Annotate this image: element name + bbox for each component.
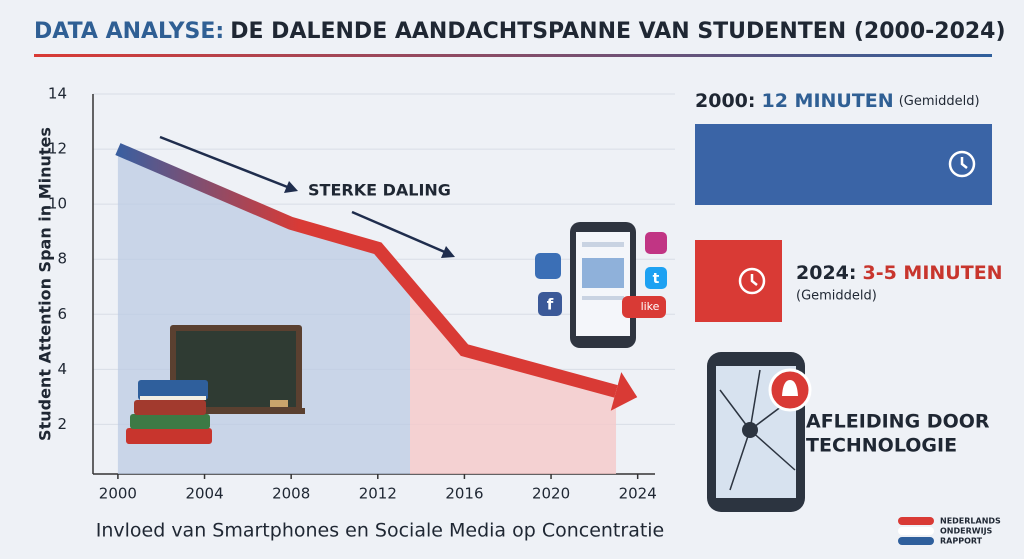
facebook-icon: f [547, 296, 554, 314]
x-tick-label: 2000 [99, 485, 137, 503]
clock-hands [750, 274, 758, 286]
broken-phone [707, 352, 812, 512]
x-tick-label: 2012 [359, 485, 397, 503]
y-tick-label: 12 [48, 140, 67, 158]
first-summary: 2000: 12 MINUTEN (Gemiddeld) [695, 90, 980, 112]
books [126, 380, 212, 444]
distraction-line: AFLEIDING DOOR [806, 411, 990, 433]
x-axis-label: Invloed van Smartphones en Sociale Media… [96, 520, 665, 542]
annotation-arrowhead [441, 246, 455, 258]
arrow-head [610, 372, 638, 411]
x-tick-label: 2016 [445, 485, 483, 503]
x-tick-label: 2020 [532, 485, 570, 503]
twitter-icon: t [653, 271, 660, 287]
logo-text: ONDERWIJS [940, 527, 993, 536]
social-phone: t f like [535, 222, 667, 348]
y-tick-label: 2 [57, 415, 67, 433]
annotation: STERKE DALING [308, 181, 451, 200]
trend-line [115, 143, 618, 398]
first-note: (Gemiddeld) [899, 94, 980, 109]
area-after [410, 286, 617, 474]
second-year: 2024: [796, 262, 856, 284]
y-tick-label: 10 [48, 195, 67, 213]
title-rest: DE DALENDE AANDACHTSPANNE VAN STUDENTEN … [230, 19, 1005, 44]
first-bar [695, 124, 992, 205]
logo-text: NEDERLANDS [940, 517, 1001, 526]
second-note: (Gemiddeld) [796, 289, 877, 304]
x-tick-label: 2024 [619, 485, 657, 503]
y-tick-label: 14 [48, 85, 67, 103]
chart-title: DATA ANALYSE: DE DALENDE AANDACHTSPANNE V… [34, 19, 1006, 44]
second-summary: 2024: 3-5 MINUTEN [796, 262, 1003, 284]
y-tick-label: 8 [57, 250, 67, 268]
y-axis-label: Student Attention Span in Minutes [36, 127, 55, 441]
annotation-arrowhead [284, 181, 298, 193]
clock-icon [738, 267, 766, 295]
annotation-arrow [159, 135, 291, 190]
like-badge: like [641, 300, 660, 313]
logo: NEDERLANDS ONDERWIJS RAPPORT [898, 517, 1001, 546]
y-tick-label: 6 [57, 305, 67, 323]
y-tick-label: 4 [57, 360, 67, 378]
logo-text: RAPPORT [940, 537, 983, 546]
first-year: 2000: [695, 90, 755, 112]
first-amount: 12 MINUTEN [761, 90, 893, 112]
x-tick-label: 2008 [272, 485, 310, 503]
clock-icon [948, 150, 976, 178]
annotation-arrow [351, 210, 448, 255]
title-rule [34, 54, 992, 57]
second-amount: 3-5 MINUTEN [862, 262, 1002, 284]
title-lead: DATA ANALYSE: [34, 19, 224, 44]
clock-hands [960, 157, 968, 169]
second-bar [695, 240, 782, 322]
distraction-line: TECHNOLOGIE [806, 435, 957, 457]
x-tick-label: 2004 [185, 485, 223, 503]
